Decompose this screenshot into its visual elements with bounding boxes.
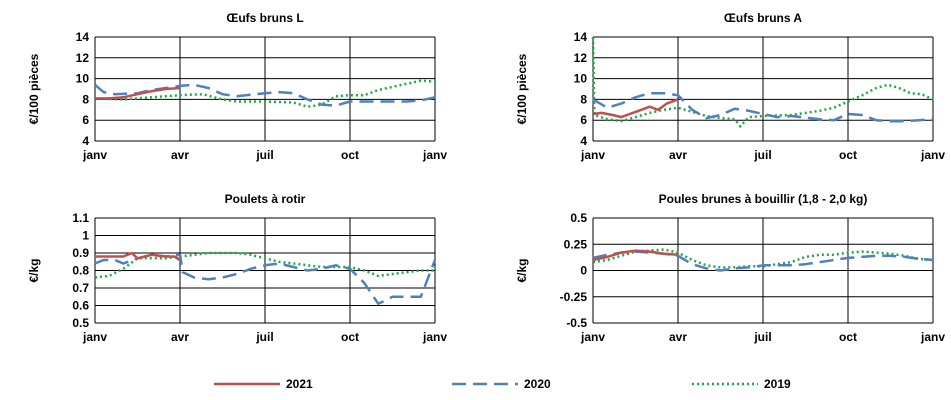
x-tick-label: avr: [171, 330, 189, 344]
y-tick-label: 0.9: [72, 246, 89, 260]
chart-title: Poulets à rotir: [225, 192, 306, 206]
y-tick-label: 4: [82, 134, 89, 148]
y-axis-label: €/kg: [515, 258, 529, 282]
x-tick-label: oct: [341, 148, 359, 162]
y-tick-label: 8: [82, 92, 89, 106]
series-line-2019: [94, 79, 436, 108]
chart-panel-4: Poules brunes à bouillir (1,8 - 2,0 kg) -…: [515, 192, 945, 344]
x-tick-label: avr: [669, 148, 687, 162]
y-axis-label: €/100 pièces: [27, 53, 41, 124]
chart-panel-1: Œufs bruns L 4 6 8 10 12 14 janv avr juil oct janv €…: [27, 11, 447, 162]
legend-label: 2019: [764, 377, 791, 391]
y-axis-label: €/100 pièces: [515, 53, 529, 124]
series-line-2019: [591, 36, 934, 128]
y-tick-label: 0.5: [570, 211, 587, 225]
y-tick-label: 10: [574, 72, 588, 86]
y-tick-label: 4: [580, 134, 587, 148]
y-tick-label: 1.1: [72, 211, 89, 225]
x-tick-label: juil: [753, 148, 771, 162]
legend-label: 2021: [286, 377, 313, 391]
y-tick-label: 14: [76, 30, 90, 44]
x-tick-label: oct: [839, 330, 857, 344]
x-tick-label: avr: [171, 148, 189, 162]
legend-label: 2020: [524, 377, 551, 391]
chart-title: Œufs bruns L: [226, 11, 303, 25]
x-tick-label: juil: [255, 148, 273, 162]
x-tick-label: janv: [580, 148, 605, 162]
x-tick-label: janv: [82, 148, 107, 162]
y-tick-label: 14: [574, 30, 588, 44]
series-line-2021: [592, 98, 679, 119]
series-line-2020: [592, 91, 934, 123]
series-line-2021: [95, 86, 181, 100]
y-tick-label: 0.25: [564, 237, 588, 251]
y-tick-label: -0.5: [566, 316, 587, 330]
y-tick-label: 0.7: [72, 281, 89, 295]
y-tick-label: -0.25: [560, 290, 588, 304]
y-tick-label: 6: [580, 113, 587, 127]
series-line-2021: [592, 249, 679, 262]
y-tick-label: 6: [82, 113, 89, 127]
y-tick-label: 0.8: [72, 264, 89, 278]
y-tick-label: 0: [580, 264, 587, 278]
series-line-2021: [95, 251, 181, 262]
chart-title: Œufs bruns A: [724, 11, 803, 25]
chart-title: Poules brunes à bouillir (1,8 - 2,0 kg): [659, 192, 868, 206]
y-tick-label: 12: [574, 51, 588, 65]
y-tick-label: 10: [76, 72, 90, 86]
x-tick-label: avr: [669, 330, 687, 344]
chart-panel-2: Œufs bruns A 4 6 8 10 12 14 janv avr juil oct janv €…: [515, 11, 945, 162]
y-tick-label: 8: [580, 92, 587, 106]
series-line-2020: [592, 250, 934, 272]
x-tick-label: juil: [255, 330, 273, 344]
y-tick-label: 0.6: [72, 299, 89, 313]
chart-panel-3: Poulets à rotir 0.5 0.6 0.7 0.8 0.9 1 1.1 janv av…: [27, 192, 447, 344]
y-tick-label: 1: [82, 229, 89, 243]
y-axis-label: €/kg: [27, 258, 41, 282]
x-tick-label: janv: [82, 330, 107, 344]
x-tick-label: janv: [422, 330, 447, 344]
legend: 2021 2020 2019: [214, 377, 791, 391]
y-tick-label: 0.5: [72, 316, 89, 330]
x-tick-label: janv: [920, 330, 945, 344]
x-tick-label: janv: [580, 330, 605, 344]
y-tick-label: 12: [76, 51, 90, 65]
x-tick-label: oct: [839, 148, 857, 162]
x-tick-label: juil: [753, 330, 771, 344]
x-tick-label: janv: [422, 148, 447, 162]
x-tick-label: janv: [920, 148, 945, 162]
x-tick-label: oct: [341, 330, 359, 344]
